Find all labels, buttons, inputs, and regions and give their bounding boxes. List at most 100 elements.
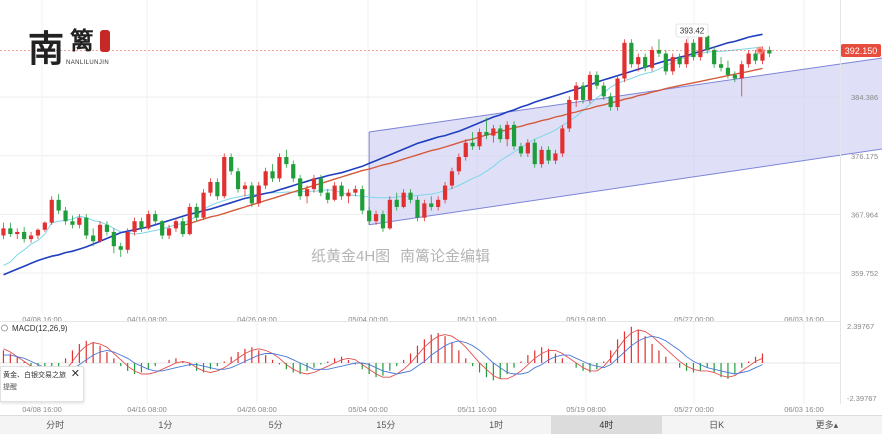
macd-x-tick-label-7: 06/03 16:00	[784, 405, 824, 414]
tab-5[interactable]: 4时	[551, 416, 662, 434]
candle-body-109	[753, 53, 758, 61]
candle-body-14	[97, 224, 103, 242]
x-tick-label-0: 04/08 16:00	[22, 315, 62, 324]
candle-body-59	[408, 192, 413, 200]
tab-0[interactable]: 分时	[46, 420, 65, 430]
watermark-sub: 南篱论金编辑	[400, 248, 490, 265]
candle-body-87	[601, 85, 606, 97]
macd-panel	[2, 326, 764, 381]
candle-body-2	[15, 231, 20, 235]
candle-body-12	[84, 217, 89, 236]
candle-body-11	[77, 217, 82, 225]
macd-x-tick-label-6: 05/27 00:00	[674, 405, 714, 414]
tab-2[interactable]: 5分	[268, 420, 283, 430]
channel-upper-line	[369, 57, 882, 133]
ma-fast-line	[3, 46, 763, 266]
candle-body-25	[173, 221, 179, 229]
candle-body-74	[511, 124, 517, 147]
current-price-label: 392.150	[845, 46, 878, 56]
y-tick-label-2: 367.964	[851, 210, 878, 219]
macd-x-tick-label-4: 05/11 16:00	[457, 405, 496, 414]
indicator-settings-icon[interactable]	[1, 324, 8, 332]
candle-body-53	[367, 210, 372, 222]
candle-body-49	[339, 185, 344, 197]
macd-x-tick-label-3: 05/04 00:00	[348, 405, 388, 414]
candle-body-27	[187, 206, 192, 235]
candle-body-35	[242, 185, 248, 190]
candle-body-86	[594, 74, 599, 86]
candle-body-60	[415, 199, 420, 218]
candle-body-8	[56, 199, 61, 211]
live-price-dot-core	[758, 48, 762, 53]
candle-body-72	[498, 128, 503, 140]
candle-body-20	[139, 221, 144, 229]
candle-body-82	[567, 99, 572, 129]
candle-body-98	[677, 57, 682, 65]
tab-6[interactable]: 日K	[709, 420, 725, 430]
candle-body-64	[442, 185, 448, 200]
x-tick-label-7: 06/03 16:00	[784, 315, 824, 324]
current-price-badge	[841, 44, 881, 57]
candle-body-5	[35, 229, 41, 236]
tab-3[interactable]: 15分	[376, 420, 396, 430]
tab-1[interactable]: 1分	[158, 420, 173, 430]
channel-fill	[369, 57, 882, 225]
candle-body-9	[63, 210, 68, 222]
candle-body-29	[201, 192, 206, 218]
tab-4[interactable]: 1时	[489, 420, 504, 430]
macd-x-tick-label-5: 05/19 08:00	[566, 405, 606, 414]
news-popup[interactable]: ✕ 黄金、白银交易之旅 提醒	[0, 366, 84, 402]
close-icon[interactable]: ✕	[70, 368, 80, 380]
candle-body-15	[104, 224, 110, 232]
candle-body-38	[263, 171, 268, 186]
candle-body-96	[663, 53, 668, 72]
y-tick-label-0: 384.386	[851, 93, 878, 102]
candle-body-31	[215, 181, 220, 197]
panel-divider	[0, 321, 840, 322]
candle-body-52	[360, 189, 365, 211]
candle-body-107	[739, 64, 744, 79]
channel-lower-line	[369, 148, 882, 226]
candle-body-4	[28, 235, 34, 240]
candle-body-83	[574, 85, 579, 100]
logo: 南 篱 NANLILUNJIN	[28, 27, 110, 69]
candle-body-108	[746, 53, 751, 65]
candle-body-43	[298, 178, 303, 197]
candle-body-32	[222, 157, 227, 197]
candle-body-100	[691, 42, 696, 58]
candle-body-51	[353, 189, 358, 193]
candle-body-81	[560, 128, 565, 154]
candle-body-85	[587, 74, 593, 100]
high-marker-label: 393.42	[680, 27, 705, 36]
logo-glyph-1: 南	[28, 28, 64, 69]
candle-body-22	[153, 214, 158, 222]
candle-body-84	[580, 85, 586, 100]
candle-body-80	[553, 153, 558, 161]
candle-body-56	[387, 199, 392, 229]
candle-body-30	[208, 181, 213, 193]
logo-seal	[100, 30, 110, 52]
candle-body-26	[180, 221, 185, 235]
logo-glyph-2: 篱	[70, 27, 94, 55]
x-tick-label-3: 05/04 00:00	[348, 315, 388, 324]
candle-body-48	[332, 185, 337, 200]
candle-body-58	[401, 192, 406, 207]
y-tick-label-3: 359.752	[851, 269, 878, 278]
indicator-title: MACD(12,26,9)	[12, 324, 68, 333]
candle-body-73	[505, 124, 510, 140]
candle-body-36	[249, 185, 254, 204]
candle-body-110	[760, 49, 765, 61]
candle-body-61	[422, 203, 427, 218]
candle-body-91	[629, 42, 634, 65]
candle-body-65	[449, 171, 455, 186]
macd-x-tick-label-0: 04/08 16:00	[22, 405, 62, 414]
x-tick-label-6: 05/27 00:00	[674, 315, 714, 324]
candle-body-89	[615, 78, 620, 108]
x-tick-label-2: 04/26 08:00	[237, 315, 277, 324]
candle-body-88	[608, 96, 613, 108]
candle-body-62	[429, 203, 434, 207]
tab-7[interactable]: 更多▴	[815, 420, 839, 430]
candle-body-78	[539, 149, 544, 165]
x-tick-label-4: 05/11 16:00	[457, 315, 496, 324]
